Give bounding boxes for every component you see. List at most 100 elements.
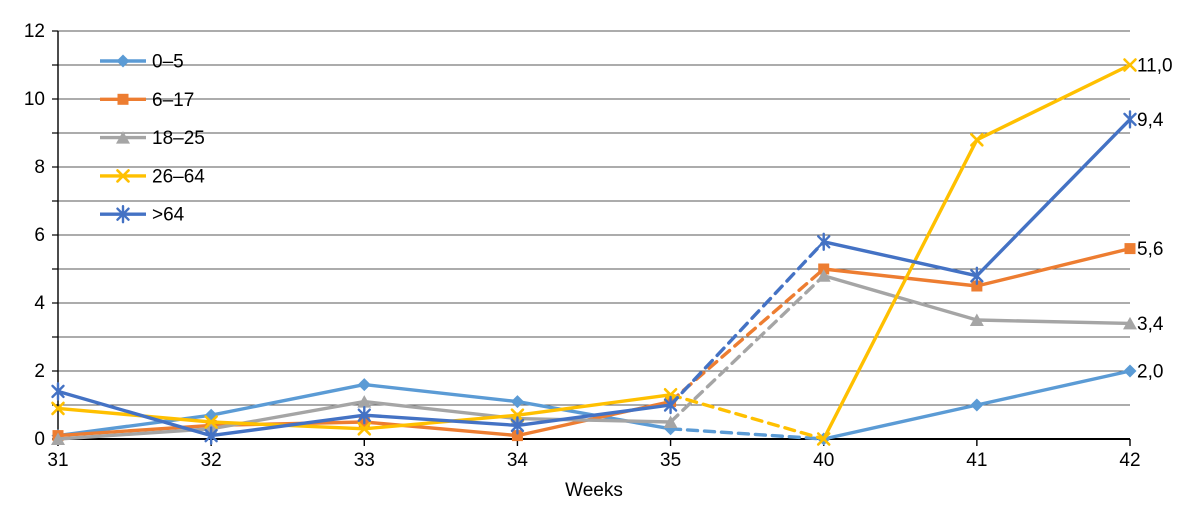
y-axis-tick-label: 6 xyxy=(34,225,45,246)
legend-label: >64 xyxy=(152,205,185,226)
series-line-segment-64 xyxy=(668,240,826,407)
series-line-segment-6-17 xyxy=(975,246,1132,288)
marker-0-5 xyxy=(1123,364,1137,378)
legend-item-26-64: 26–64 xyxy=(100,166,205,187)
marker-64 xyxy=(510,416,525,435)
series-line-segment-18-25 xyxy=(56,427,213,441)
x-marker-icon xyxy=(816,432,831,446)
legend-item-64: >64 xyxy=(100,205,185,226)
asterisk-marker-icon xyxy=(1123,110,1137,129)
asterisk-marker-icon xyxy=(663,395,678,415)
legend-item-6-17: 6–17 xyxy=(100,90,194,111)
marker-64 xyxy=(817,232,831,252)
x-marker-icon xyxy=(970,133,984,147)
series-line-segment-0-5 xyxy=(209,382,366,417)
asterisk-marker-icon xyxy=(204,426,218,445)
series-line-segment-64 xyxy=(975,117,1132,278)
marker-18-25 xyxy=(816,269,831,282)
marker-18-25 xyxy=(969,313,984,326)
diamond-marker-icon xyxy=(116,54,130,68)
legend-item-18-25: 18–25 xyxy=(100,128,205,149)
marker-64 xyxy=(204,426,218,445)
triangle-marker-icon xyxy=(816,269,831,282)
x-marker-icon xyxy=(357,421,372,436)
y-axis-tick-label: 0 xyxy=(34,429,45,450)
asterisk-marker-icon xyxy=(357,406,371,425)
x-marker-icon xyxy=(204,415,218,429)
marker-26-64 xyxy=(970,133,984,147)
marker-6-17 xyxy=(818,263,830,275)
y-axis: 0 2 4 6 8 10 12 xyxy=(24,21,59,450)
legend-label: 0–5 xyxy=(152,52,184,73)
series-26-64: 11,0 xyxy=(51,56,1173,446)
triangle-marker-icon xyxy=(969,313,984,326)
legend-label: 26–64 xyxy=(152,166,205,187)
legend-marker-64 xyxy=(116,204,130,224)
y-axis-tick-label: 10 xyxy=(24,89,45,110)
marker-0-5 xyxy=(357,378,371,392)
square-marker-icon xyxy=(1124,243,1136,255)
series-line-segment-26-64 xyxy=(975,63,1132,142)
square-marker-icon xyxy=(117,93,129,105)
series-line-segment-26-64 xyxy=(668,393,826,441)
end-data-label-0-5: 2,0 xyxy=(1137,362,1163,383)
x-axis-tick-label: 31 xyxy=(47,450,68,471)
series-line-segment-26-64 xyxy=(822,138,979,441)
diamond-marker-icon xyxy=(970,398,984,412)
marker-0-5 xyxy=(510,395,524,409)
end-data-label-18-25: 3,4 xyxy=(1137,314,1164,335)
series-line-segment-0-5 xyxy=(668,427,826,441)
series-line-segment-0-5 xyxy=(362,382,520,404)
series-line-segment-18-25 xyxy=(668,274,826,424)
end-data-label-6-17: 5,6 xyxy=(1137,239,1163,260)
marker-64 xyxy=(357,406,371,425)
x-axis-tick-label: 35 xyxy=(660,450,681,471)
marker-18-25 xyxy=(663,415,678,428)
marker-26-64 xyxy=(510,408,525,423)
series-line-segment-64 xyxy=(362,413,520,428)
triangle-marker-icon xyxy=(1123,316,1137,330)
asterisk-marker-icon xyxy=(970,266,984,285)
series-line-segment-64 xyxy=(209,413,366,438)
series-line-segment-64 xyxy=(56,389,213,438)
marker-64 xyxy=(51,382,65,401)
y-axis-tick-label: 12 xyxy=(24,21,45,42)
marker-18-25 xyxy=(51,432,65,445)
asterisk-marker-icon xyxy=(116,204,130,224)
series-line-segment-6-17 xyxy=(362,420,520,438)
x-axis-tick-label: 34 xyxy=(507,450,529,471)
marker-6-17 xyxy=(511,430,523,442)
series-line-segment-64 xyxy=(515,403,673,428)
x-axis-tick-label: 42 xyxy=(1119,450,1140,471)
x-axis-title: Weeks xyxy=(565,480,623,501)
x-axis-tick-label: 41 xyxy=(966,450,987,471)
marker-64 xyxy=(663,395,678,415)
marker-6-17 xyxy=(971,280,983,292)
square-marker-icon xyxy=(971,280,983,292)
diamond-marker-icon xyxy=(357,378,371,392)
square-marker-icon xyxy=(511,430,523,442)
marker-26-64 xyxy=(1123,58,1137,72)
x-marker-icon xyxy=(510,408,525,423)
diamond-marker-icon xyxy=(1123,364,1137,378)
legend-marker-18-25 xyxy=(116,131,130,144)
triangle-marker-icon xyxy=(116,131,130,144)
y-axis-tick-label: 2 xyxy=(34,361,45,382)
square-marker-icon xyxy=(818,263,830,275)
legend-item-0-5: 0–5 xyxy=(100,52,184,73)
y-axis-tick-label: 8 xyxy=(34,157,45,178)
legend: 0–5 6–17 18–25 26–64 >64 xyxy=(100,52,205,226)
marker-26-64 xyxy=(51,401,65,416)
marker-18-25 xyxy=(1123,316,1137,330)
x-axis-tick-label: 40 xyxy=(813,450,834,471)
x-marker-icon xyxy=(663,387,678,402)
marker-0-5 xyxy=(970,398,984,412)
legend-marker-6-17 xyxy=(117,93,129,105)
x-axis-tick-label: 32 xyxy=(201,450,222,471)
marker-64 xyxy=(1123,110,1137,129)
asterisk-marker-icon xyxy=(51,382,65,401)
x-marker-icon xyxy=(1123,58,1137,72)
triangle-marker-icon xyxy=(51,432,65,445)
series-line-segment-18-25 xyxy=(822,274,979,322)
